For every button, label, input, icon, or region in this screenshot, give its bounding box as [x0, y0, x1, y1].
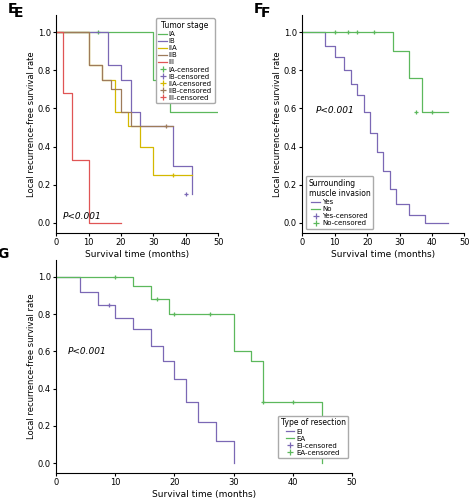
Text: G: G: [0, 247, 8, 261]
Y-axis label: Local recurrence-free survival rate: Local recurrence-free survival rate: [27, 51, 36, 197]
Text: P<0.001: P<0.001: [63, 212, 101, 222]
Text: P<0.001: P<0.001: [315, 106, 354, 115]
X-axis label: Survival time (months): Survival time (months): [85, 250, 189, 259]
Text: E: E: [14, 6, 23, 20]
Y-axis label: Local recurrence-free survival rate: Local recurrence-free survival rate: [273, 51, 282, 197]
Legend: IA, IB, IIA, IIB, III, IA-censored, IB-censored, IIA-censored, IIB-censored, III: IA, IB, IIA, IIB, III, IA-censored, IB-c…: [156, 18, 215, 103]
Legend: Yes, No, Yes-censored, No-censored: Yes, No, Yes-censored, No-censored: [306, 176, 373, 229]
Text: P<0.001: P<0.001: [68, 346, 107, 356]
X-axis label: Survival time (months): Survival time (months): [331, 250, 435, 259]
Text: F: F: [254, 2, 263, 16]
X-axis label: Survival time (months): Survival time (months): [152, 490, 256, 499]
Legend: EI, EA, EI-censored, EA-censored: EI, EA, EI-censored, EA-censored: [278, 416, 348, 459]
Text: E: E: [8, 2, 17, 16]
Y-axis label: Local recurrence-free survival rate: Local recurrence-free survival rate: [27, 294, 36, 439]
Text: F: F: [260, 6, 270, 20]
